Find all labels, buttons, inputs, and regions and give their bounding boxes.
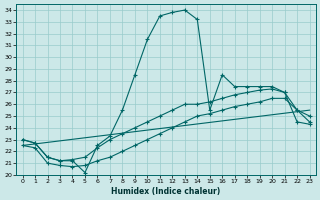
X-axis label: Humidex (Indice chaleur): Humidex (Indice chaleur) [111,187,221,196]
